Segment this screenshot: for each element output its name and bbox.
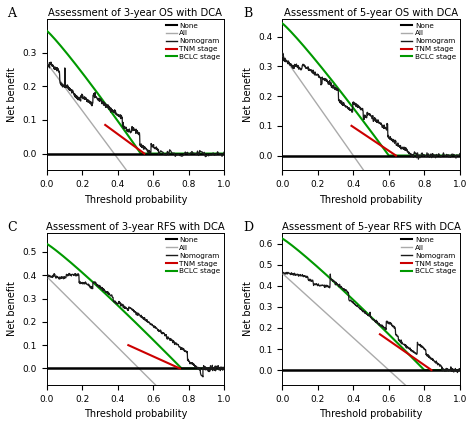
- X-axis label: Threshold probability: Threshold probability: [84, 195, 187, 204]
- Y-axis label: Net benefit: Net benefit: [7, 282, 17, 337]
- Legend: None, All, Nomogram, TNM stage, BCLC stage: None, All, Nomogram, TNM stage, BCLC sta…: [401, 237, 456, 274]
- Title: Assessment of 5-year OS with DCA: Assessment of 5-year OS with DCA: [284, 8, 458, 18]
- X-axis label: Threshold probability: Threshold probability: [84, 409, 187, 419]
- Text: C: C: [8, 221, 17, 234]
- Text: B: B: [243, 7, 252, 20]
- Title: Assessment of 3-year RFS with DCA: Assessment of 3-year RFS with DCA: [46, 222, 225, 233]
- Y-axis label: Net benefit: Net benefit: [243, 67, 253, 122]
- Text: D: D: [243, 221, 253, 234]
- X-axis label: Threshold probability: Threshold probability: [319, 195, 423, 204]
- Legend: None, All, Nomogram, TNM stage, BCLC stage: None, All, Nomogram, TNM stage, BCLC sta…: [166, 23, 220, 60]
- Y-axis label: Net benefit: Net benefit: [7, 67, 17, 122]
- Legend: None, All, Nomogram, TNM stage, BCLC stage: None, All, Nomogram, TNM stage, BCLC sta…: [401, 23, 456, 60]
- X-axis label: Threshold probability: Threshold probability: [319, 409, 423, 419]
- Legend: None, All, Nomogram, TNM stage, BCLC stage: None, All, Nomogram, TNM stage, BCLC sta…: [166, 237, 220, 274]
- Title: Assessment of 5-year RFS with DCA: Assessment of 5-year RFS with DCA: [282, 222, 460, 233]
- Y-axis label: Net benefit: Net benefit: [243, 282, 253, 337]
- Text: A: A: [8, 7, 17, 20]
- Title: Assessment of 3-year OS with DCA: Assessment of 3-year OS with DCA: [48, 8, 222, 18]
